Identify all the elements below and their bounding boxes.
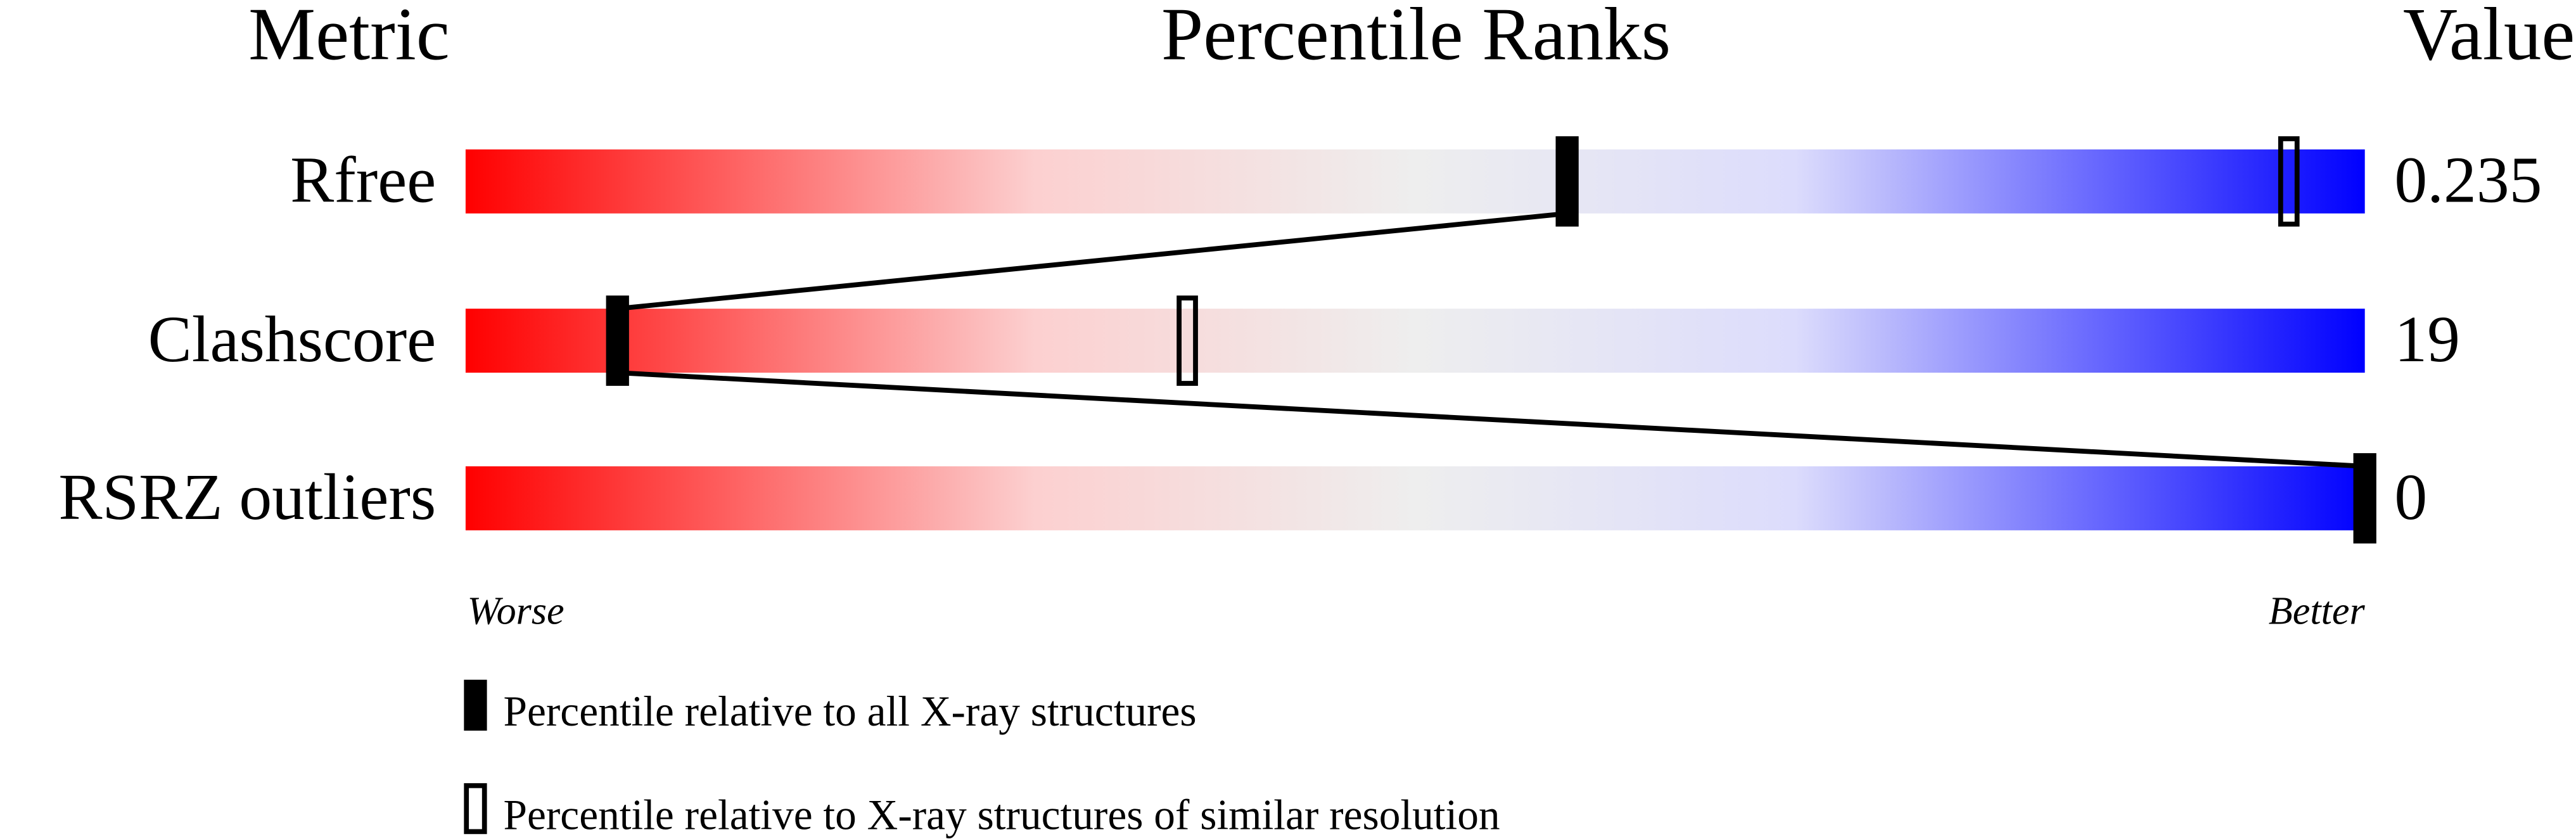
- metric-label: Clashscore: [148, 304, 437, 376]
- marker-all-0: [1555, 136, 1579, 227]
- header-metric: Metric: [248, 0, 450, 75]
- legend-label-all: Percentile relative to all X-ray structu…: [504, 688, 1197, 735]
- legend-open-marker: [464, 783, 487, 835]
- gradient-bar-1: [465, 309, 2365, 373]
- metric-label: RSRZ outliers: [58, 461, 436, 534]
- marker-all-1: [606, 295, 629, 386]
- marker-all-2: [2353, 453, 2376, 544]
- connector-line-1: [617, 370, 2365, 469]
- legend-filled-marker: [464, 679, 487, 731]
- axis-label-better: Better: [2269, 590, 2366, 633]
- metric-label: Rfree: [290, 144, 436, 217]
- marker-similar-0: [2278, 136, 2300, 227]
- metric-value: 19: [2394, 304, 2460, 376]
- marker-similar-1: [1176, 295, 1198, 386]
- gradient-bar-2: [465, 466, 2365, 530]
- connector-line-0: [617, 210, 1568, 311]
- metric-value: 0.235: [2394, 144, 2542, 217]
- metric-value: 0: [2394, 461, 2427, 534]
- header-percentile-ranks: Percentile Ranks: [1161, 0, 1671, 75]
- gradient-bar-0: [465, 149, 2365, 214]
- header-value: Value: [2403, 0, 2575, 75]
- legend-label-similar: Percentile relative to X-ray structures …: [504, 791, 1500, 838]
- axis-label-worse: Worse: [468, 590, 564, 633]
